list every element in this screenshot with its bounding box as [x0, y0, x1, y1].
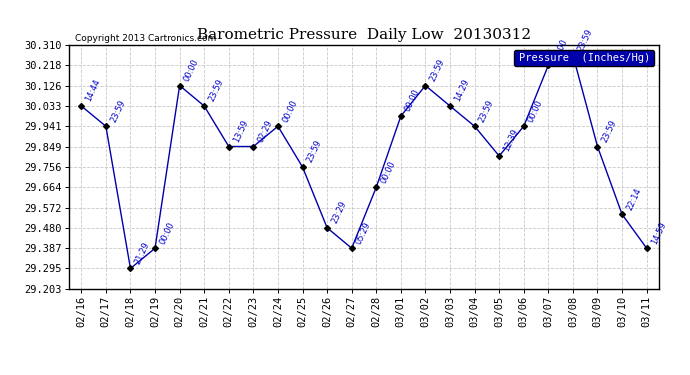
Text: 14:44: 14:44 — [84, 78, 102, 103]
Text: 00:00: 00:00 — [182, 57, 201, 83]
Text: 23:29: 23:29 — [330, 200, 348, 225]
Legend: Pressure  (Inches/Hg): Pressure (Inches/Hg) — [514, 50, 653, 66]
Text: 21:29: 21:29 — [133, 240, 151, 266]
Text: 00:00: 00:00 — [281, 98, 299, 123]
Text: 00:00: 00:00 — [158, 220, 176, 246]
Text: 12:39: 12:39 — [502, 128, 520, 153]
Text: 00:00: 00:00 — [404, 88, 422, 113]
Text: 23:59: 23:59 — [428, 57, 446, 83]
Text: 05:29: 05:29 — [355, 220, 373, 246]
Text: 23:59: 23:59 — [305, 139, 324, 164]
Text: Copyright 2013 Cartronics.com: Copyright 2013 Cartronics.com — [75, 34, 216, 43]
Text: 00:00: 00:00 — [526, 98, 544, 123]
Text: 23:59: 23:59 — [207, 78, 225, 103]
Text: 14:29: 14:29 — [453, 78, 471, 103]
Text: 00:00: 00:00 — [379, 159, 397, 184]
Text: 02:29: 02:29 — [256, 118, 275, 144]
Text: 22:14: 22:14 — [625, 186, 643, 211]
Text: 23:59: 23:59 — [575, 27, 594, 52]
Text: 23:59: 23:59 — [477, 98, 495, 123]
Text: 13:59: 13:59 — [232, 118, 250, 144]
Text: 23:59: 23:59 — [600, 118, 618, 144]
Title: Barometric Pressure  Daily Low  20130312: Barometric Pressure Daily Low 20130312 — [197, 28, 531, 42]
Text: 14:59: 14:59 — [649, 220, 668, 246]
Text: 00:00: 00:00 — [551, 37, 569, 63]
Text: 23:59: 23:59 — [108, 98, 127, 123]
